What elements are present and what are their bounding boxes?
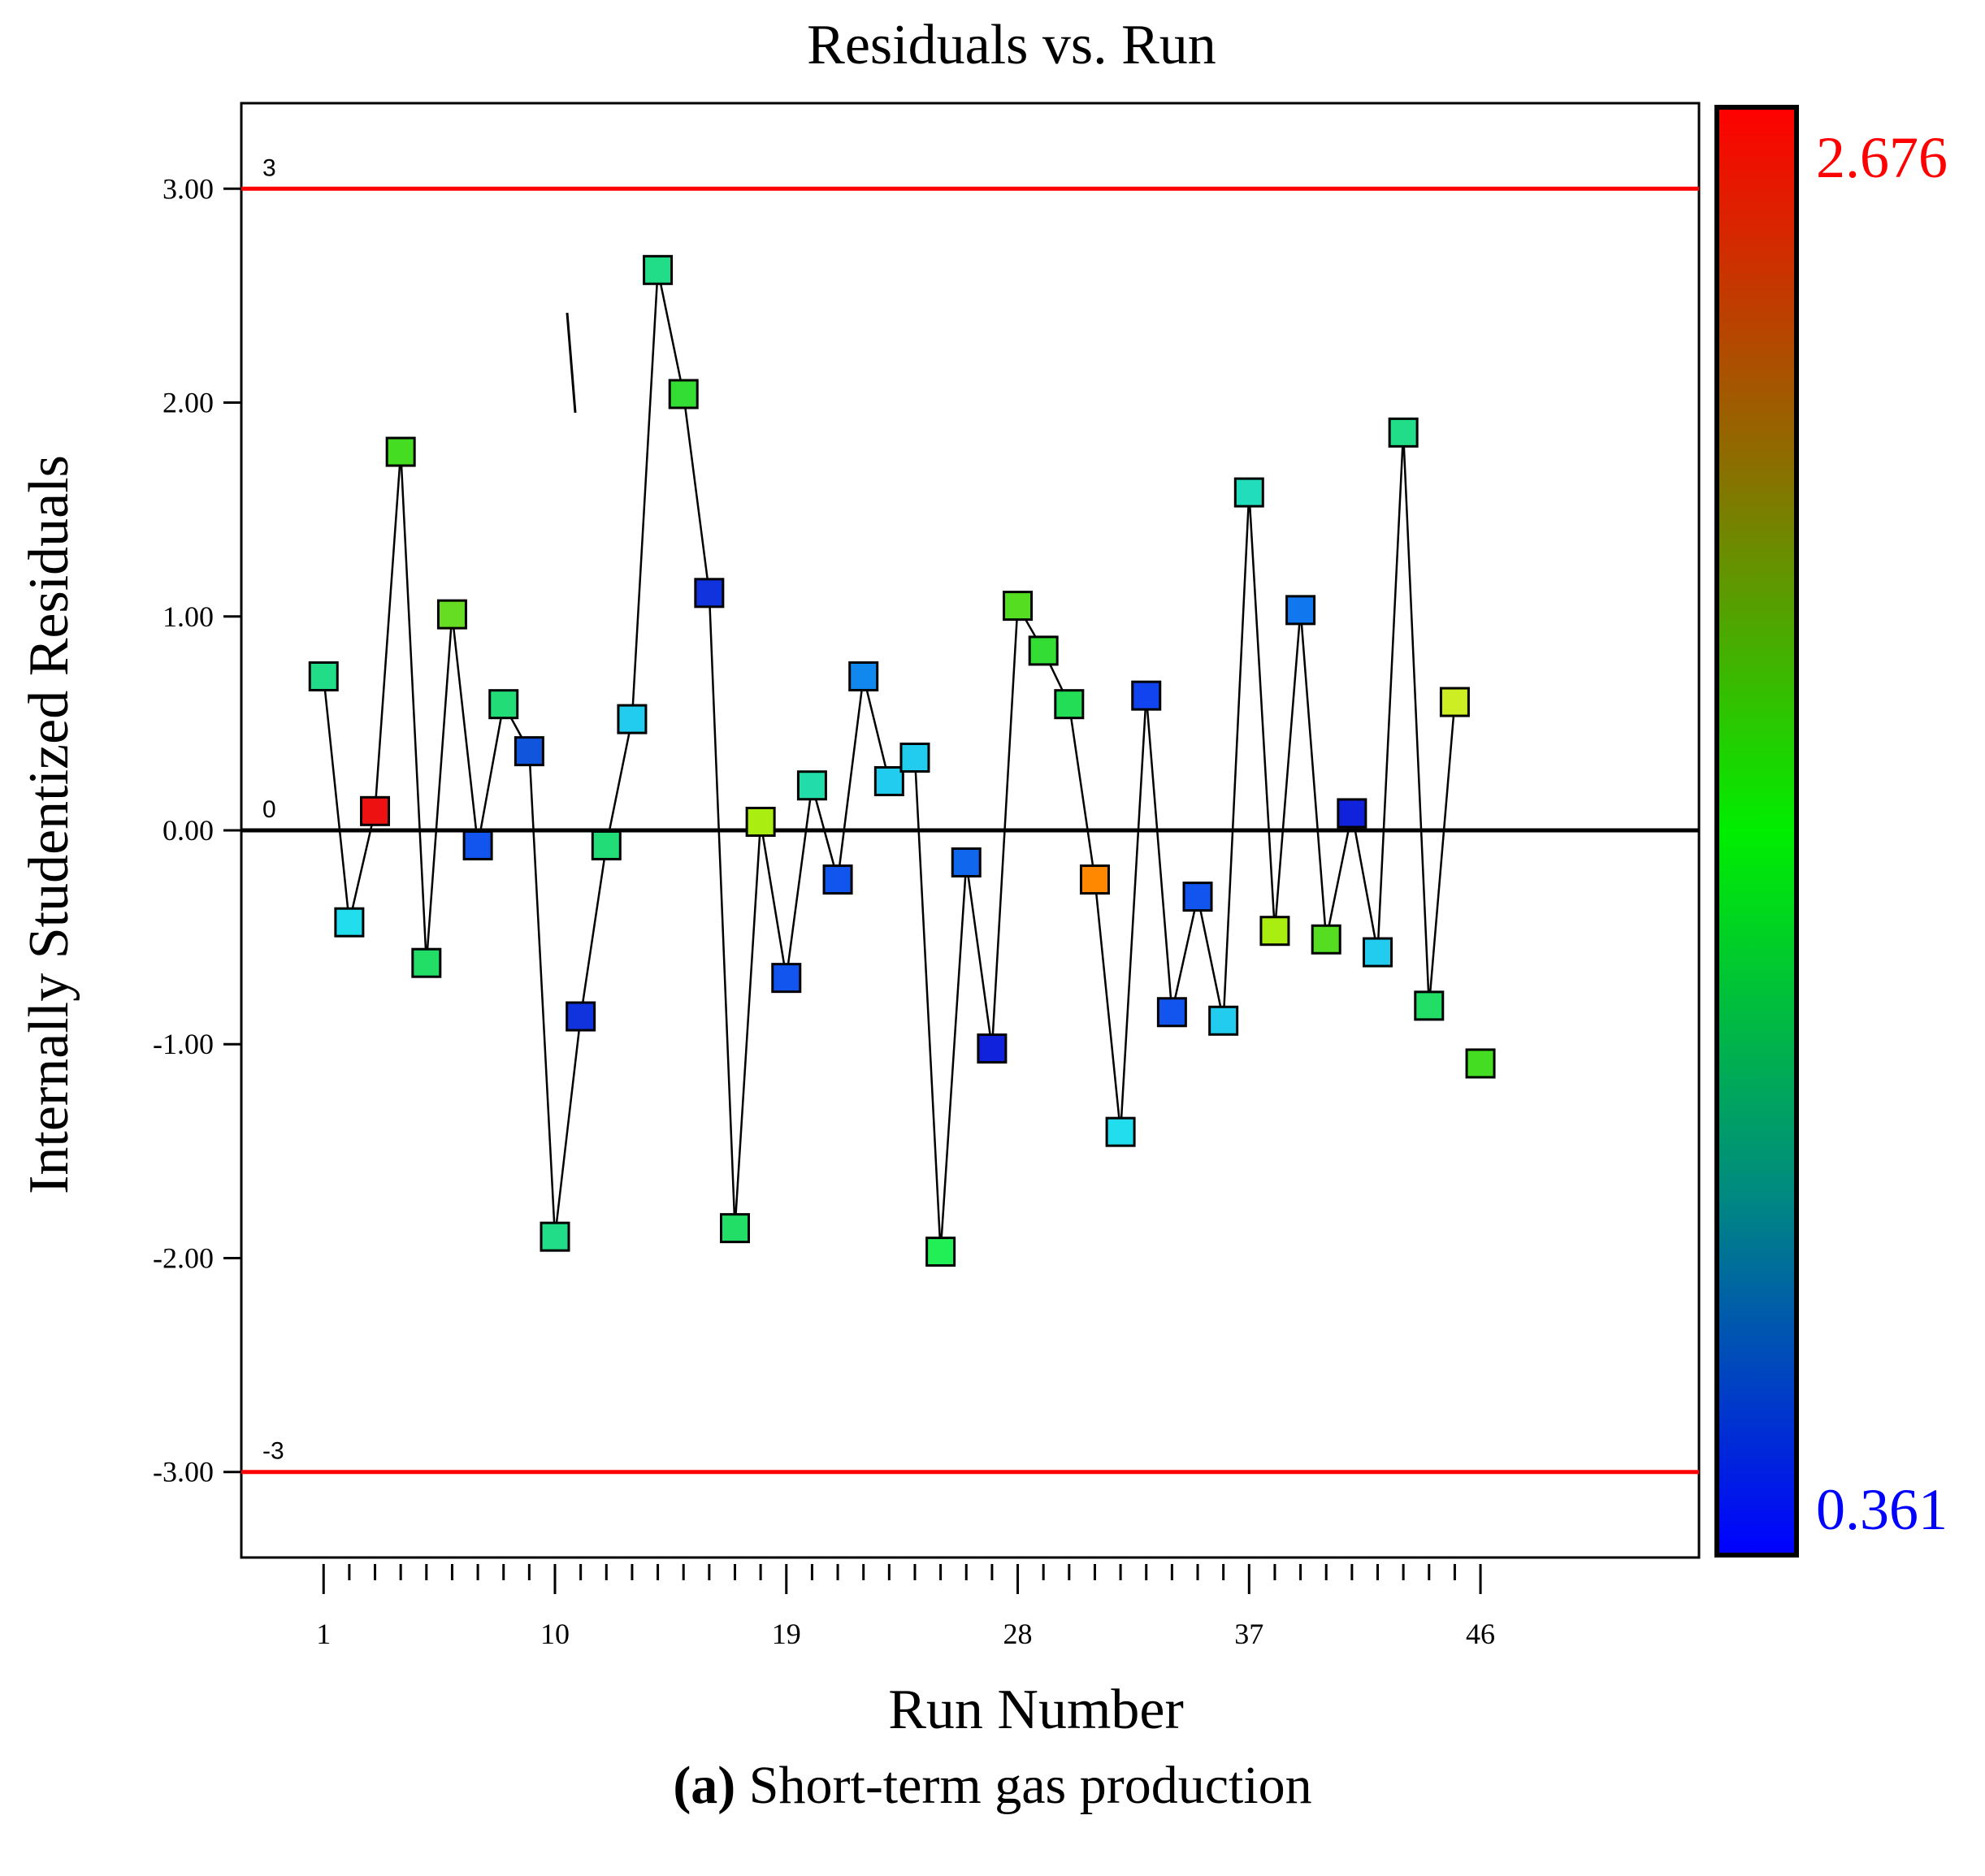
data-point-run-25 xyxy=(925,1237,956,1267)
data-point-run-8 xyxy=(488,689,519,720)
data-point-run-4 xyxy=(385,436,416,467)
data-point-run-19 xyxy=(771,963,802,994)
x-tick-label-0: 1 xyxy=(316,1618,331,1650)
data-point-run-13 xyxy=(617,704,648,734)
data-point-run-36 xyxy=(1208,1005,1239,1036)
data-point-run-30 xyxy=(1054,689,1085,720)
data-point-run-41 xyxy=(1337,798,1367,829)
data-point-run-28 xyxy=(1003,591,1034,622)
data-point-run-42 xyxy=(1362,937,1393,968)
data-point-run-10 xyxy=(540,1221,570,1252)
y-tick-label-1: 2.00 xyxy=(163,387,214,419)
x-axis: 1 10 19 28 37 46 xyxy=(316,1564,1495,1650)
colorbar xyxy=(1714,105,1799,1558)
y-tick-label-0: 3.00 xyxy=(163,172,214,205)
reference-lines: 3 0 -3 xyxy=(241,154,1699,1475)
data-point-run-31 xyxy=(1079,864,1110,895)
y-axis-label: Internally Studentized Residuals xyxy=(18,455,80,1194)
data-point-run-3 xyxy=(360,795,391,826)
data-point-run-11 xyxy=(566,1001,596,1032)
series-points-group xyxy=(308,254,1496,1267)
data-point-run-24 xyxy=(899,743,930,773)
data-point-run-33 xyxy=(1131,680,1162,711)
x-tick-label-3: 28 xyxy=(1003,1618,1033,1650)
data-point-run-18 xyxy=(745,806,776,837)
stray-mark xyxy=(566,312,577,414)
y-tick-label-2: 1.00 xyxy=(163,600,214,633)
data-point-run-16 xyxy=(694,578,725,609)
colorbar-min-label: 0.361 xyxy=(1816,1477,1948,1542)
data-point-run-32 xyxy=(1105,1116,1136,1147)
data-point-run-27 xyxy=(977,1033,1008,1064)
data-point-run-20 xyxy=(796,770,827,801)
data-point-run-9 xyxy=(514,736,544,767)
reference-line-label-0: 3 xyxy=(262,154,276,181)
data-point-run-37 xyxy=(1233,477,1264,508)
y-tick-label-6: -3.00 xyxy=(153,1456,214,1488)
data-point-run-23 xyxy=(873,765,904,796)
data-point-run-17 xyxy=(719,1213,750,1244)
data-point-run-1 xyxy=(308,661,339,691)
figure-caption: (a) Short-term gas production xyxy=(0,1755,1985,1817)
caption-text: Short-term gas production xyxy=(748,1756,1312,1815)
data-point-run-7 xyxy=(462,830,493,860)
data-point-run-40 xyxy=(1311,924,1341,955)
data-point-run-6 xyxy=(436,599,467,630)
y-tick-label-4: -1.00 xyxy=(153,1028,214,1060)
x-tick-label-5: 46 xyxy=(1466,1618,1495,1650)
y-axis: 3.00 2.00 1.00 0.00 -1.00 -2.00 -3.00 xyxy=(153,172,241,1488)
data-point-run-21 xyxy=(822,864,853,895)
data-point-run-12 xyxy=(591,830,622,860)
y-tick-label-5: -2.00 xyxy=(153,1241,214,1274)
data-point-run-26 xyxy=(951,847,982,877)
data-point-run-15 xyxy=(668,379,699,409)
colorbar-max-label: 2.676 xyxy=(1816,125,1948,190)
caption-letter: (a) xyxy=(673,1756,736,1815)
data-point-run-2 xyxy=(334,907,365,938)
data-point-run-35 xyxy=(1182,882,1213,912)
data-point-run-43 xyxy=(1388,417,1419,448)
reference-line-label-1: 0 xyxy=(262,796,276,823)
data-point-run-44 xyxy=(1414,990,1445,1021)
data-point-run-38 xyxy=(1259,916,1290,947)
y-tick-label-3: 0.00 xyxy=(163,814,214,847)
data-point-run-14 xyxy=(643,254,674,285)
chart-title: Residuals vs. Run xyxy=(807,14,1216,76)
data-point-run-45 xyxy=(1439,687,1470,717)
x-axis-label: Run Number xyxy=(888,1679,1184,1741)
reference-line-label-2: -3 xyxy=(262,1438,284,1465)
x-tick-label-2: 19 xyxy=(772,1618,801,1650)
x-tick-label-1: 10 xyxy=(540,1618,570,1650)
data-point-run-34 xyxy=(1156,997,1187,1028)
data-point-run-5 xyxy=(411,947,442,978)
data-point-run-46 xyxy=(1465,1048,1496,1079)
data-point-run-39 xyxy=(1285,595,1316,626)
x-tick-label-4: 37 xyxy=(1234,1618,1263,1650)
data-point-run-22 xyxy=(848,661,879,691)
data-point-run-29 xyxy=(1028,635,1059,666)
